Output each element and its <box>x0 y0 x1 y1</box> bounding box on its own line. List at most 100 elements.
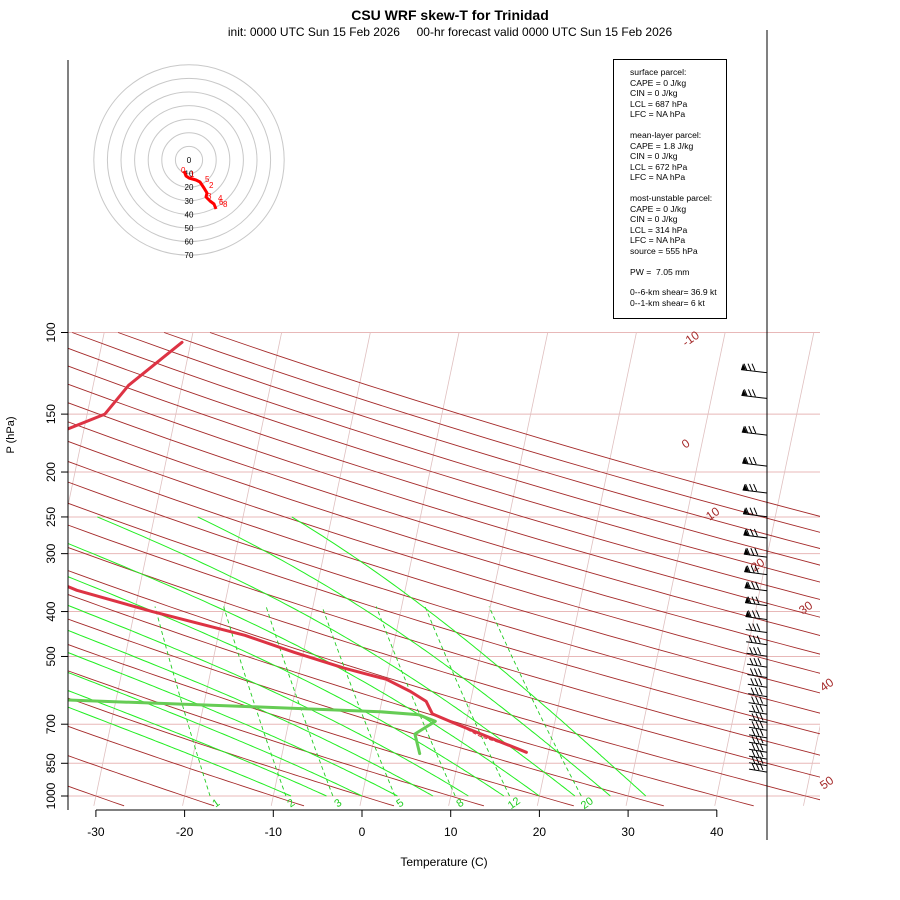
wind-barb-feather <box>752 425 757 434</box>
mean-layer-parcel-block: mean-layer parcel: CAPE = 1.8 J/kg CIN =… <box>630 130 726 183</box>
wind-barb <box>746 641 768 646</box>
wind-barb-feather <box>748 623 753 631</box>
hodograph-ring-label: 20 <box>185 183 194 192</box>
wind-barb <box>747 683 768 688</box>
wind-barb <box>743 534 768 539</box>
mixing-ratio-label-5: 5 <box>394 797 406 810</box>
wind-barb-feather <box>749 657 754 666</box>
wind-barb-feather <box>750 565 755 573</box>
wind-barb-feather <box>749 483 754 492</box>
wind-barb-feather <box>745 507 750 515</box>
wind-barb-feather <box>753 647 758 655</box>
hodograph-ring-20 <box>161 132 217 188</box>
wind-barb <box>747 673 768 678</box>
wind-barb-feather <box>757 647 762 655</box>
wind-barb-feather <box>755 756 760 764</box>
wind-barb-pennant <box>745 596 750 603</box>
x-axis-label: Temperature (C) <box>400 855 487 869</box>
wind-barb-feather <box>755 721 760 729</box>
wind-barb-pennant <box>741 426 747 433</box>
wind-barb <box>745 629 768 634</box>
wind-barb-feather <box>745 528 750 537</box>
wind-barb-feather <box>755 736 760 744</box>
dry-adiabat-170 <box>72 332 820 566</box>
wind-barb-feather <box>750 678 755 686</box>
wind-barb-feather <box>751 713 756 721</box>
y-tick-label: 400 <box>44 601 58 621</box>
dry-adiabat-40 <box>68 594 754 807</box>
wind-barb-feather <box>752 456 757 465</box>
most-unstable-parcel-block: most-unstable parcel: CAPE = 0 J/kg CIN … <box>630 193 726 257</box>
shear-block: 0--6-km shear= 36.9 kt 0--1-km shear= 6 … <box>630 287 726 308</box>
surface-cin: CIN = 0 J/kg <box>630 88 678 99</box>
hodograph-ring-50 <box>120 91 258 229</box>
wind-barb-feather <box>759 713 764 721</box>
wind-barb-feather <box>754 565 759 573</box>
mixing-ratio-8 <box>375 606 456 797</box>
hodograph-point-label: 6 <box>219 198 224 207</box>
dry-adiabat-140 <box>68 383 820 618</box>
isotherm--30 <box>93 332 194 806</box>
wind-barb <box>740 369 768 374</box>
wind-barb-feather <box>751 728 756 737</box>
y-tick-label: 1000 <box>44 782 58 809</box>
dry-adiabat-160 <box>68 347 820 583</box>
dry-adiabat-0 <box>68 697 395 807</box>
mean-layer-cape: CAPE = 1.8 J/kg <box>630 140 694 151</box>
dry-adiabat-120 <box>68 421 820 655</box>
hodograph-ring-label: 50 <box>185 224 194 233</box>
wind-barb-feather <box>751 581 756 589</box>
wind-barb-feather <box>755 713 760 721</box>
wind-barb-feather <box>759 749 764 758</box>
dry-adiabats <box>68 332 820 807</box>
x-tick-label: -10 <box>265 825 283 839</box>
surface-lfc: LFC = NA hPa <box>630 109 686 120</box>
wind-barb-feather <box>759 743 764 751</box>
sounding-profiles <box>68 340 528 756</box>
mean-layer-heading: mean-layer parcel: <box>630 129 702 140</box>
wind-barb-feather <box>751 736 756 744</box>
wind-barb-feather <box>749 647 754 655</box>
wind-barb-feather <box>755 762 760 771</box>
dry-adiabat-180 <box>117 332 820 549</box>
most-unstable-lfc: LFC = NA hPa <box>630 235 686 246</box>
dry-adiabat-label-40: 40 <box>817 675 836 694</box>
most-unstable-heading: most-unstable parcel: <box>630 192 713 203</box>
hodograph-point-label: 0 <box>181 166 186 175</box>
wind-barb-feather <box>751 704 756 713</box>
wind-barb <box>748 748 768 753</box>
surface-parcel-heading: surface parcel: <box>630 67 687 77</box>
mean-layer-cin: CIN = 0 J/kg <box>630 151 678 162</box>
hodograph-ring-label: 10 <box>185 170 194 179</box>
wind-barb-pennant <box>742 484 748 491</box>
axes: -30 -20 -10 0 10 20 30 401001502002503004005007… <box>5 60 724 869</box>
wind-barb <box>748 710 768 715</box>
wind-barb-feather <box>752 623 757 631</box>
y-tick-label: 500 <box>44 646 58 666</box>
wind-barb-feather <box>747 581 752 589</box>
surface-parcel-block: surface parcel: CAPE = 0 J/kg CIN = 0 J/… <box>630 67 726 120</box>
most-unstable-lcl: LCL = 314 hPa <box>630 224 688 235</box>
wind-barb-pennant <box>743 528 749 535</box>
wind-barb-feather <box>753 668 758 676</box>
dry-adiabat-label--10: -10 <box>680 328 703 350</box>
x-tick-label: 0 <box>359 825 366 839</box>
hodograph-point-label: 8 <box>223 200 228 209</box>
x-tick-label: 40 <box>710 825 724 839</box>
dry-adiabat-20 <box>68 643 574 807</box>
dry-adiabat-10 <box>68 670 485 807</box>
mixing-ratio-label-8: 8 <box>454 797 466 810</box>
wind-barb-feather <box>759 756 764 764</box>
wind-barb <box>742 462 768 467</box>
wind-barb-feather <box>744 456 749 465</box>
wind-barb-feather <box>751 363 756 371</box>
y-axis-label: P (hPa) <box>5 416 17 453</box>
hodograph-point-label: 3 <box>207 192 212 201</box>
dry-adiabat-label-50: 50 <box>817 773 836 792</box>
hodograph-trace <box>182 170 218 210</box>
mixing-ratio-label-3: 3 <box>332 797 344 810</box>
wind-barb-pennant <box>741 389 747 396</box>
most-unstable-cape: CAPE = 0 J/kg <box>630 203 687 214</box>
